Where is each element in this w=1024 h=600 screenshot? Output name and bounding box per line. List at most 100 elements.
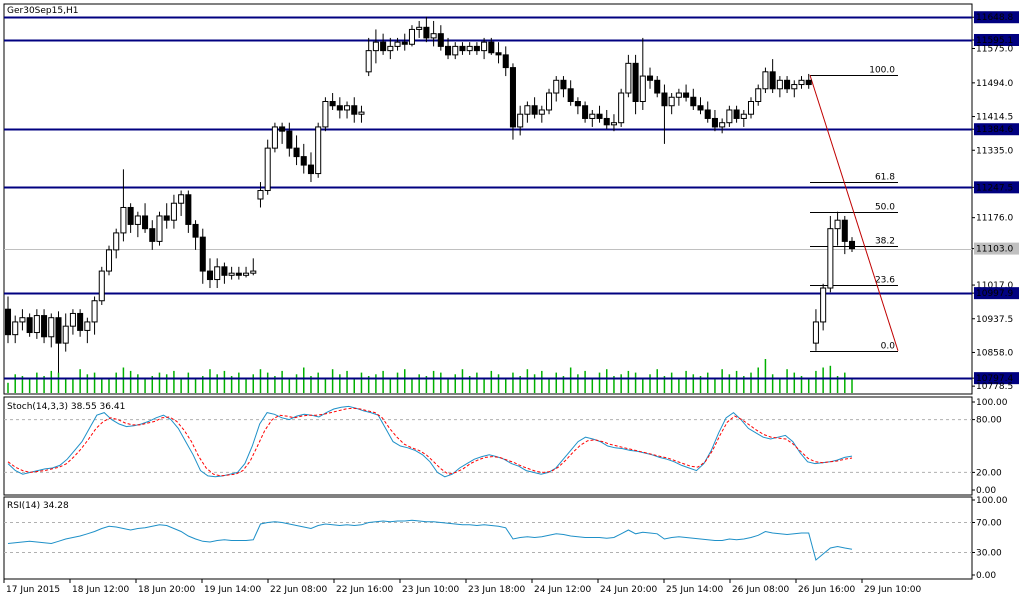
- candle: [408, 25, 415, 47]
- candle: [805, 73, 812, 89]
- candle: [654, 76, 661, 98]
- candle-body: [625, 62, 632, 94]
- candle-body: [711, 117, 718, 128]
- candle-body: [365, 50, 372, 73]
- candle-body: [401, 41, 408, 45]
- candle: [19, 309, 26, 331]
- price-axis-label: 11017.0: [976, 281, 1013, 291]
- candle-body: [156, 215, 163, 242]
- candle-body: [372, 41, 379, 52]
- rsi-label: RSI(14) 34.28: [7, 501, 69, 511]
- candle: [416, 20, 423, 38]
- candle-body: [271, 126, 278, 149]
- candle: [827, 215, 834, 293]
- candle-body: [149, 228, 156, 242]
- candle-body: [646, 75, 654, 81]
- candle-body: [841, 219, 848, 242]
- candle: [243, 266, 250, 278]
- candle-body: [300, 156, 307, 166]
- level-price-tag: [974, 287, 1019, 300]
- candle-body: [235, 272, 242, 276]
- price-axis-label: 11247.5: [976, 183, 1013, 193]
- rsi-pane: 100.00 70.00 30.00 0.00 RSI(14) 34.28: [3, 496, 1008, 581]
- candle-body: [228, 272, 235, 276]
- candle: [271, 122, 278, 153]
- candle: [170, 194, 177, 229]
- candle-body: [163, 215, 170, 221]
- candle: [755, 84, 762, 106]
- candle: [228, 266, 235, 280]
- candle: [120, 169, 127, 242]
- indicator-axis-label: 80.00: [976, 416, 1002, 426]
- candle-body: [416, 26, 423, 30]
- candle-body: [574, 101, 581, 107]
- indicator-axis-label: 70.00: [976, 519, 1002, 529]
- time-axis-label: 29 Jun 10:00: [864, 585, 921, 595]
- candle-body: [654, 79, 661, 94]
- time-axis-label: 23 Jun 10:00: [402, 585, 459, 595]
- candle-body: [610, 122, 617, 126]
- candle-body: [517, 113, 524, 128]
- candle: [351, 97, 358, 123]
- fib-level-label: 61.8: [875, 173, 895, 183]
- indicator-axis-label: 100.00: [976, 496, 1008, 506]
- time-axis-label: 18 Jun 20:00: [138, 585, 195, 595]
- time-axis-label: 17 Jun 2015: [6, 585, 60, 595]
- price-axis-label: 11384.6: [976, 125, 1013, 135]
- candle: [517, 105, 524, 136]
- time-axis: 17 Jun 2015 18 Jun 12:00 18 Jun 20:00 19 Ju…: [3, 579, 921, 595]
- level-price-tag: [974, 181, 1019, 194]
- candle-body: [336, 105, 343, 111]
- candle: [726, 105, 733, 127]
- candle-body: [192, 223, 199, 238]
- candle: [365, 37, 372, 77]
- candle-body: [19, 317, 26, 323]
- indicator-axis-label: 0.00: [976, 486, 996, 496]
- candle: [105, 245, 113, 276]
- price-axis-label: 11575.0: [976, 45, 1013, 55]
- candle: [466, 42, 473, 55]
- candle-body: [675, 92, 682, 98]
- candle-body: [69, 312, 76, 327]
- indicator-axis-label: 0.00: [976, 571, 996, 581]
- candle-body: [488, 41, 495, 54]
- candle: [481, 37, 488, 60]
- candle: [401, 33, 408, 51]
- candle: [776, 76, 783, 98]
- candle-body: [199, 236, 206, 272]
- candle: [509, 63, 516, 140]
- candle: [704, 101, 711, 123]
- candle: [149, 220, 156, 250]
- candle-body: [791, 84, 798, 90]
- candle: [185, 190, 192, 233]
- candlesticks: [4, 16, 856, 373]
- candle-body: [84, 321, 91, 331]
- candle: [77, 309, 84, 337]
- candle-body: [105, 249, 113, 272]
- candle-body: [726, 109, 733, 124]
- horizontal-levels: [4, 16, 972, 380]
- stochastic-main-line: [7, 405, 853, 478]
- candle-body: [509, 67, 516, 128]
- candle: [632, 54, 639, 115]
- candle-body: [589, 113, 596, 119]
- candle: [639, 37, 646, 110]
- level-price-tag: [974, 11, 1019, 24]
- candle: [668, 93, 675, 115]
- time-axis-label: 22 Jun 16:00: [336, 585, 393, 595]
- current-price-tag: [974, 242, 1019, 255]
- candle: [300, 143, 307, 174]
- candle: [502, 46, 509, 77]
- price-axis-label: 10858.0: [976, 348, 1013, 358]
- candle-body: [769, 71, 776, 90]
- candle: [574, 97, 581, 115]
- candle-body: [466, 45, 473, 52]
- stochastic-axis: 100.00 80.00 20.00 0.00: [972, 398, 1008, 496]
- candle: [747, 97, 755, 119]
- candle-body: [243, 272, 250, 276]
- candle: [394, 37, 401, 51]
- candle-body: [690, 96, 697, 107]
- candle: [675, 88, 682, 106]
- candle-body: [322, 101, 329, 128]
